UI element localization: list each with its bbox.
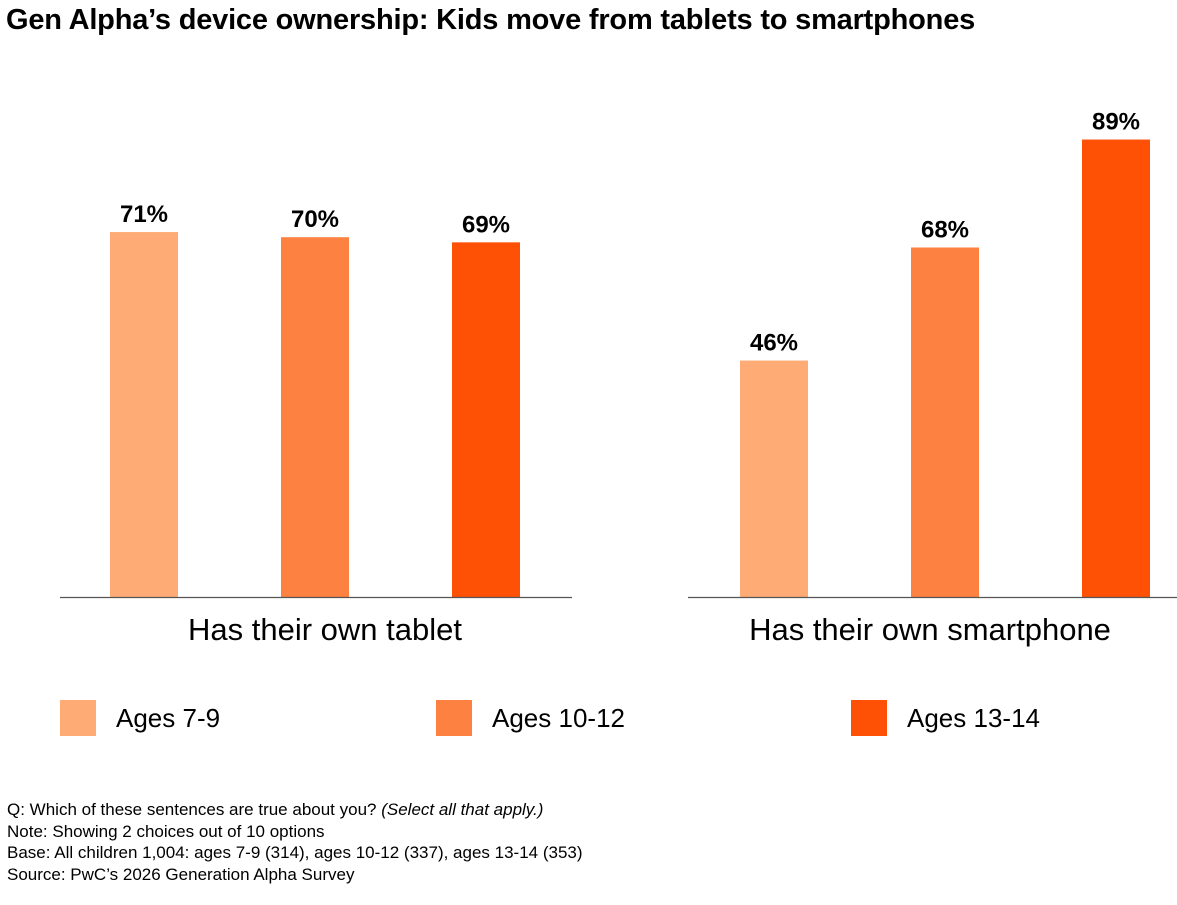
legend: Ages 7-9 Ages 10-12 Ages 13-14 xyxy=(0,700,1177,740)
bar-has-their-own-smartphone-ages-7-9 xyxy=(740,360,808,597)
data-label-has-their-own-smartphone-ages-13-14: 89% xyxy=(1092,109,1140,136)
data-label-has-their-own-tablet-ages-10-12: 70% xyxy=(291,206,339,233)
data-label-has-their-own-smartphone-ages-10-12: 68% xyxy=(921,216,969,243)
data-label-has-their-own-tablet-ages-13-14: 69% xyxy=(462,211,510,238)
footnote-source: Source: PwC’s 2026 Generation Alpha Surv… xyxy=(7,864,355,884)
question-instruction: (Select all that apply.) xyxy=(381,800,544,819)
data-label-has-their-own-tablet-ages-7-9: 71% xyxy=(120,201,168,228)
legend-label-ages-13-14: Ages 13-14 xyxy=(907,702,1040,733)
chart-title: Gen Alpha’s device ownership: Kids move … xyxy=(6,4,976,36)
bar-has-their-own-tablet-ages-7-9 xyxy=(110,232,178,597)
legend-label-ages-10-12: Ages 10-12 xyxy=(492,702,625,733)
legend-swatch-ages-7-9 xyxy=(60,700,96,736)
category-label-has-their-own-tablet: Has their own tablet xyxy=(188,612,462,647)
legend-item-ages-13-14: Ages 13-14 xyxy=(851,700,1040,736)
legend-swatch-ages-10-12 xyxy=(436,700,472,736)
legend-item-ages-7-9: Ages 7-9 xyxy=(60,700,220,736)
question-text: Q: Which of these sentences are true abo… xyxy=(7,800,382,819)
category-label-has-their-own-smartphone: Has their own smartphone xyxy=(749,612,1111,647)
legend-item-ages-10-12: Ages 10-12 xyxy=(436,700,625,736)
bar-has-their-own-smartphone-ages-13-14 xyxy=(1082,139,1150,598)
legend-label-ages-7-9: Ages 7-9 xyxy=(116,702,221,733)
footnote-base: Base: All children 1,004: ages 7-9 (314)… xyxy=(7,843,583,862)
legend-swatch-ages-13-14 xyxy=(851,700,887,736)
bar-has-their-own-tablet-ages-13-14 xyxy=(452,242,520,597)
bar-chart: 71% 70% 69% Has their own tablet 46% 68% 89% Ha… xyxy=(60,109,1177,647)
bar-has-their-own-smartphone-ages-10-12 xyxy=(911,247,979,598)
data-label-has-their-own-smartphone-ages-7-9: 46% xyxy=(750,330,798,357)
footnote-question: Q: Which of these sentences are true abo… xyxy=(7,799,583,821)
footnote-note: Note: Showing 2 choices out of 10 option… xyxy=(7,821,325,841)
bar-has-their-own-tablet-ages-10-12 xyxy=(281,237,349,597)
footnotes: Q: Which of these sentences are true abo… xyxy=(7,799,583,885)
